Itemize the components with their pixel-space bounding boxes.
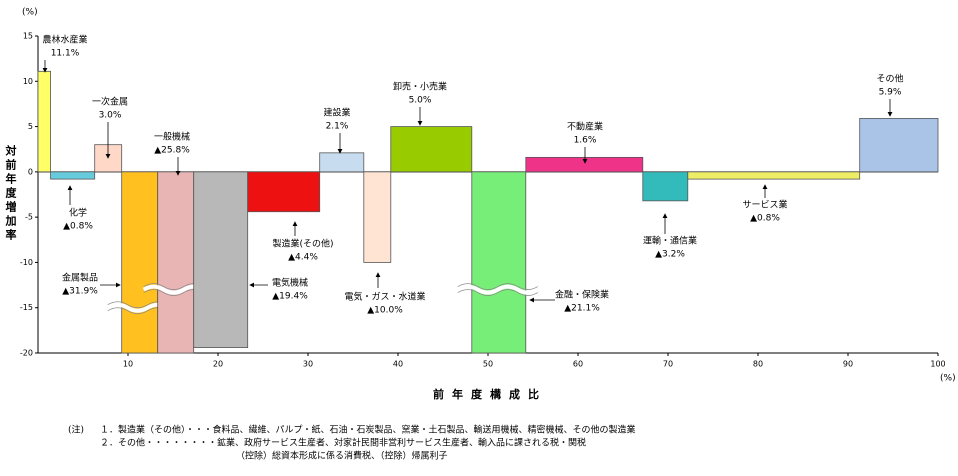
y-axis-title: 対前年度増加率 [4, 144, 18, 243]
value-label: 2.1% [326, 122, 349, 132]
category-label: 金属製品 [62, 272, 98, 284]
category-label: 化学 [69, 207, 87, 219]
x-tick-label: 90 [843, 360, 853, 369]
note: (注) [68, 424, 84, 436]
category-label: 卸売・小売業 [393, 81, 447, 93]
value-label: ▲19.4% [272, 292, 308, 302]
category-label: 電気機械 [272, 277, 308, 289]
bar [859, 118, 939, 173]
category-label: 建設業 [323, 107, 350, 119]
bar [193, 171, 249, 348]
value-label: 11.1% [51, 49, 80, 59]
value-label: ▲0.8% [63, 222, 93, 232]
x-tick-label: 100 [930, 360, 945, 369]
bar [121, 171, 159, 354]
y-tick-label: -5 [25, 213, 33, 222]
x-tick-label: 70 [663, 360, 673, 369]
note: １．製造業（その他）・・・食料品、繊維、パルプ・紙、石油・石炭製品、窯業・土石製… [100, 424, 636, 436]
bar [363, 171, 392, 263]
value-label: ▲31.9% [62, 287, 98, 297]
bar [319, 152, 365, 173]
category-label: 一般機械 [154, 131, 190, 143]
break-mark [456, 284, 539, 295]
value-label: ▲4.4% [288, 253, 318, 263]
category-label: 農林水産業 [42, 34, 87, 46]
value-label: 3.0% [99, 111, 122, 121]
x-tick-label: 20 [213, 360, 223, 369]
category-label: サービス業 [742, 199, 787, 211]
note: ２．その他・・・・・・・・鉱業、政府サービス生産者、対家計民間非営利サービス生産… [100, 437, 586, 449]
bar [525, 156, 644, 173]
category-label: 運輸・通信業 [643, 235, 697, 247]
break-mark [457, 283, 538, 296]
value-label: ▲3.2% [655, 250, 685, 260]
bar [642, 171, 689, 202]
x-axis-title: 前年度構成比 [433, 387, 547, 401]
value-label: ▲0.8% [750, 214, 780, 224]
value-label: 1.6% [574, 136, 597, 146]
x-unit: (%) [940, 374, 956, 384]
value-label: ▲21.1% [564, 304, 600, 314]
bar [687, 171, 861, 180]
bar [390, 126, 473, 173]
note: （控除）総資本形成に係る消費税、（控除）帰属利子 [236, 450, 448, 462]
category-label: その他 [876, 73, 903, 85]
x-tick-label: 10 [123, 360, 133, 369]
x-tick-label: 80 [753, 360, 763, 369]
y-tick-label: 10 [23, 77, 33, 86]
category-label: 製造業(その他) [272, 238, 333, 250]
x-tick-label: 40 [393, 360, 403, 369]
y-tick-label: -20 [20, 349, 33, 358]
category-label: 金融・保険業 [555, 289, 609, 301]
y-tick-label: -10 [20, 258, 33, 267]
value-label: 5.0% [409, 96, 432, 106]
bar [37, 70, 51, 173]
category-label: 不動産業 [567, 121, 603, 133]
x-tick-label: 30 [303, 360, 313, 369]
bar [471, 171, 527, 354]
y-tick-label: -15 [20, 303, 33, 312]
category-label: 電気・ガス・水道業 [344, 291, 425, 303]
y-tick-label: 15 [23, 32, 33, 41]
y-tick-label: 0 [28, 167, 33, 176]
value-label: ▲25.8% [154, 146, 190, 156]
value-label: ▲10.0% [367, 306, 403, 316]
value-label: 5.9% [879, 88, 902, 98]
x-tick-label: 50 [483, 360, 493, 369]
y-unit: (%) [22, 8, 38, 18]
category-label: 一次金属 [92, 96, 128, 108]
x-tick-label: 60 [573, 360, 583, 369]
bar [157, 171, 195, 354]
y-tick-label: 5 [28, 122, 33, 131]
bar [50, 171, 96, 180]
bar [247, 171, 321, 213]
